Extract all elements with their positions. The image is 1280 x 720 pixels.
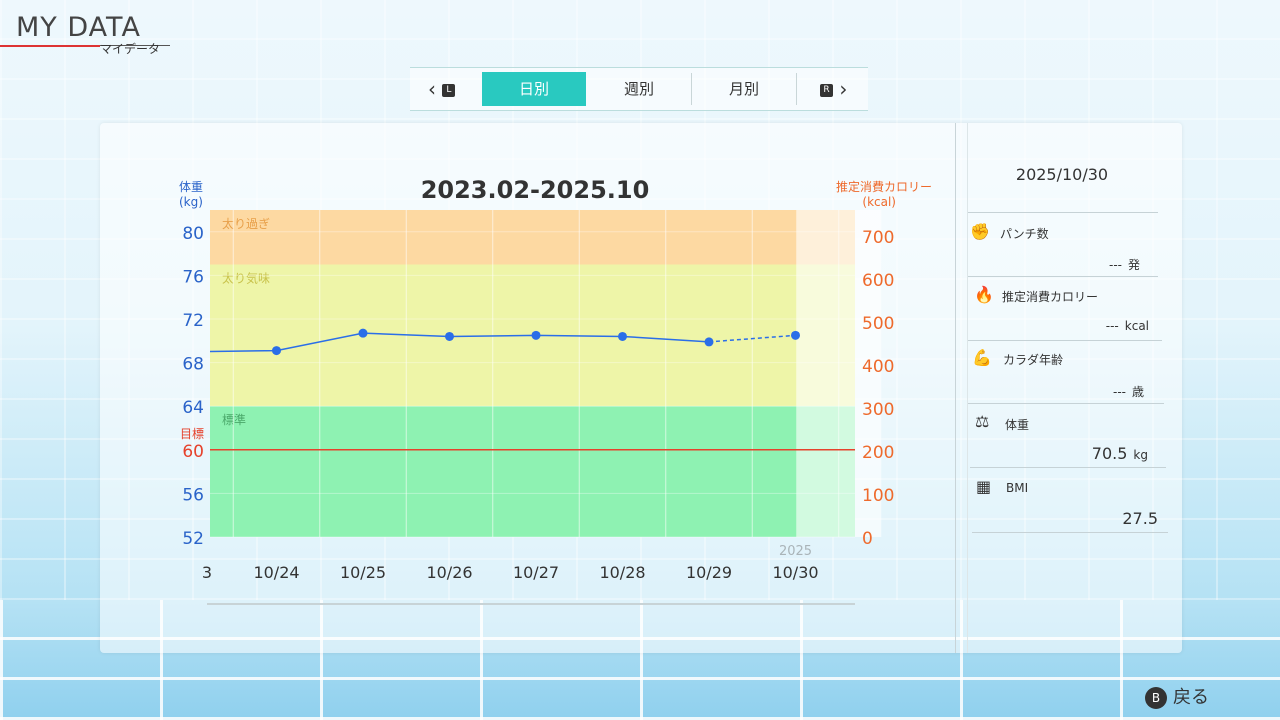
zone-label: 太り気味 — [222, 271, 270, 286]
x-axis-tick: 10/30 — [772, 563, 818, 582]
punch-count-value: --- 発 — [1108, 258, 1140, 272]
x-axis-tick: 3 — [202, 563, 212, 582]
right-axis-tick: 300 — [862, 400, 894, 420]
weight-data-point — [445, 331, 454, 341]
calculator-icon: ▦ — [976, 477, 992, 496]
weight-data-point — [531, 330, 541, 340]
back-label: 戻る — [1173, 687, 1209, 708]
weight-data-point — [358, 328, 368, 338]
page-subtitle: マイデータ — [100, 42, 161, 56]
left-axis-tick: 72 — [182, 311, 204, 331]
info-divider — [968, 276, 1158, 277]
body-age-value: --- 歳 — [1112, 385, 1144, 399]
tab-daily[interactable]: 日別 — [482, 72, 586, 106]
weight-data-point — [791, 330, 800, 340]
scale-icon: ⚖ — [975, 412, 990, 431]
selected-date: 2025/10/30 — [1015, 165, 1109, 184]
panel-divider — [955, 123, 956, 653]
prev-tab-button[interactable]: ‹ L — [428, 68, 456, 110]
punch-count-label: パンチ数 — [1000, 227, 1049, 241]
x-axis-tick: 10/24 — [253, 563, 299, 582]
calorie-value: --- kcal — [1105, 319, 1149, 333]
left-axis-tick: 56 — [182, 485, 204, 505]
flame-icon: 🔥 — [974, 285, 994, 304]
info-divider — [972, 532, 1168, 533]
weight-data-point — [618, 331, 627, 341]
period-tab-bar: ‹ L 日別 週別 月別 R › — [410, 67, 868, 111]
l-button-glyph: L — [442, 84, 456, 97]
zone-label: 太り過ぎ — [222, 216, 270, 231]
year-label: 2025 — [779, 544, 812, 559]
zone-band — [210, 210, 855, 265]
left-axis-label: 体重 (kg) — [179, 180, 204, 209]
tab-monthly[interactable]: 月別 — [728, 80, 759, 98]
left-axis-tick: 52 — [182, 529, 204, 549]
tab-separator — [796, 73, 797, 105]
left-axis-tick: 64 — [182, 398, 204, 418]
r-button-glyph: R — [820, 84, 833, 97]
title-underline-red — [0, 45, 100, 47]
calorie-label: 推定消費カロリー — [1002, 290, 1099, 304]
panel-divider — [967, 123, 968, 653]
zone-band — [210, 406, 855, 537]
right-axis-tick: 400 — [862, 357, 894, 377]
bmi-label: BMI — [1006, 481, 1029, 495]
weight-label: 体重 — [1005, 418, 1030, 432]
left-axis-tick: 60 — [182, 442, 204, 462]
weight-value: 70.5 kg — [1091, 444, 1148, 463]
tab-weekly[interactable]: 週別 — [623, 80, 654, 98]
left-axis-tick: 76 — [182, 267, 204, 287]
info-divider — [968, 403, 1164, 404]
right-axis-tick: 600 — [862, 271, 894, 291]
x-axis-tick: 10/25 — [340, 563, 386, 582]
bmi-value: 27.5 — [1122, 509, 1158, 528]
right-axis-tick: 700 — [862, 228, 894, 248]
info-divider — [970, 467, 1166, 468]
weight-series-dashed-segment — [708, 334, 796, 343]
right-axis-tick: 0 — [862, 529, 873, 549]
chart-title: 2023.02-2025.10 — [420, 176, 650, 204]
chevron-right-icon: › — [839, 77, 848, 101]
page-title: MY DATA — [16, 12, 141, 43]
x-axis-tick: 10/27 — [513, 563, 559, 582]
title-underline — [100, 45, 170, 46]
right-axis-tick: 500 — [862, 314, 894, 334]
chevron-left-icon: ‹ — [428, 77, 436, 101]
info-divider — [968, 340, 1162, 341]
info-divider — [968, 212, 1158, 213]
right-axis-tick: 200 — [862, 443, 894, 463]
next-tab-button[interactable]: R › — [820, 68, 847, 110]
punch-icon: ✊ — [970, 222, 990, 241]
right-axis-tick: 100 — [862, 486, 894, 506]
weight-data-point — [272, 346, 281, 356]
body-age-label: カラダ年齢 — [1003, 353, 1064, 367]
back-button[interactable]: B 戻る — [1145, 683, 1209, 709]
x-axis-tick: 10/28 — [599, 563, 645, 582]
tab-separator — [691, 73, 692, 105]
selected-column-highlight — [796, 210, 882, 537]
b-button-glyph: B — [1145, 687, 1167, 709]
left-axis-tick: 68 — [182, 355, 204, 375]
left-axis-tick: 80 — [182, 224, 204, 244]
goal-label: 目標 — [180, 427, 204, 441]
body-icon: 💪 — [972, 348, 992, 367]
x-axis-tick: 10/29 — [686, 563, 732, 582]
weight-data-point — [704, 337, 714, 347]
x-axis-tick: 10/26 — [426, 563, 472, 582]
right-axis-label: 推定消費カロリー (kcal) — [835, 180, 932, 209]
zone-label: 標準 — [222, 412, 246, 427]
